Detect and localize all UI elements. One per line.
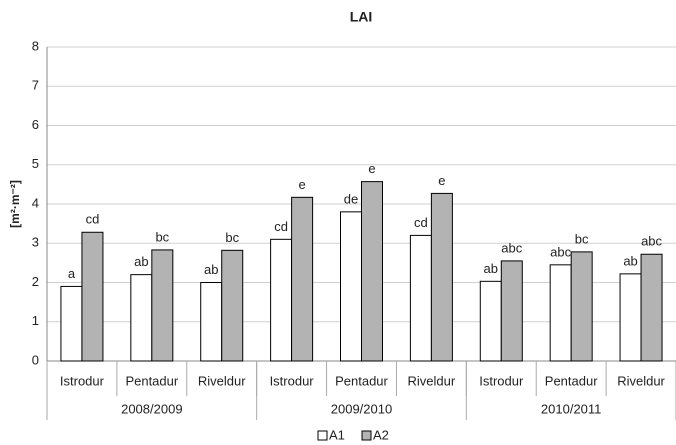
bar xyxy=(361,181,383,362)
bar xyxy=(340,211,362,362)
x-tick-label: Pentadur xyxy=(125,373,178,388)
chart-title: LAI xyxy=(350,9,373,25)
significance-letter: e xyxy=(298,177,305,192)
bar xyxy=(500,260,523,362)
x-tick-label: Istrodur xyxy=(479,373,524,388)
x-tick-label: Pentadur xyxy=(335,373,388,388)
significance-letter: cd xyxy=(274,219,288,234)
bar xyxy=(130,274,153,362)
bar xyxy=(619,273,642,362)
bar xyxy=(60,285,83,362)
significance-letter: ab xyxy=(484,261,498,276)
group-label: 2008/2009 xyxy=(121,401,182,416)
bar xyxy=(221,249,244,362)
bar xyxy=(291,196,314,362)
significance-letter: ab xyxy=(134,254,148,269)
x-tick-label: Riveldur xyxy=(408,373,456,388)
group-label: 2010/2011 xyxy=(541,401,602,416)
y-tick-label: 5 xyxy=(32,156,39,171)
bar xyxy=(270,238,293,362)
bar xyxy=(81,231,104,362)
significance-letter: ab xyxy=(623,253,637,268)
y-tick-label: 8 xyxy=(32,38,39,53)
x-tick-label: Istrodur xyxy=(270,373,315,388)
significance-letter: abc xyxy=(641,234,662,249)
y-tick-label: 4 xyxy=(32,195,39,210)
bar xyxy=(151,249,174,362)
bar xyxy=(409,234,432,362)
x-tick-label: Riveldur xyxy=(198,373,246,388)
significance-letter: a xyxy=(68,266,76,281)
significance-letter: ab xyxy=(204,262,218,277)
legend-swatch xyxy=(317,430,328,441)
significance-letter: de xyxy=(344,191,358,206)
y-tick-label: 2 xyxy=(32,274,39,289)
y-tick-label: 3 xyxy=(32,235,39,250)
group-label: 2009/2010 xyxy=(331,401,392,416)
significance-letter: abc xyxy=(501,240,522,255)
x-tick-label: Pentadur xyxy=(545,373,598,388)
bar xyxy=(570,251,593,362)
y-tick-label: 1 xyxy=(32,313,39,328)
legend-label: A1 xyxy=(329,427,345,442)
bar xyxy=(200,282,223,362)
y-axis-label: [m²·m⁻²] xyxy=(8,180,22,228)
y-tick-label: 6 xyxy=(32,117,39,132)
legend-label: A2 xyxy=(373,427,389,442)
significance-letter: e xyxy=(368,161,375,176)
significance-letter: e xyxy=(438,173,445,188)
y-tick-label: 7 xyxy=(32,78,39,93)
significance-letter: cd xyxy=(414,215,428,230)
x-tick-label: Riveldur xyxy=(617,373,665,388)
significance-letter: bc xyxy=(155,229,169,244)
bar xyxy=(640,253,663,362)
y-tick-label: 0 xyxy=(32,352,39,367)
bar xyxy=(549,264,572,362)
legend-swatch xyxy=(361,430,372,441)
significance-letter: bc xyxy=(225,230,239,245)
significance-letter: cd xyxy=(86,212,100,227)
bar xyxy=(430,192,453,362)
significance-letter: abc xyxy=(550,244,571,259)
bar xyxy=(479,280,502,362)
significance-letter: bc xyxy=(575,231,589,246)
x-tick-label: Istrodur xyxy=(60,373,105,388)
